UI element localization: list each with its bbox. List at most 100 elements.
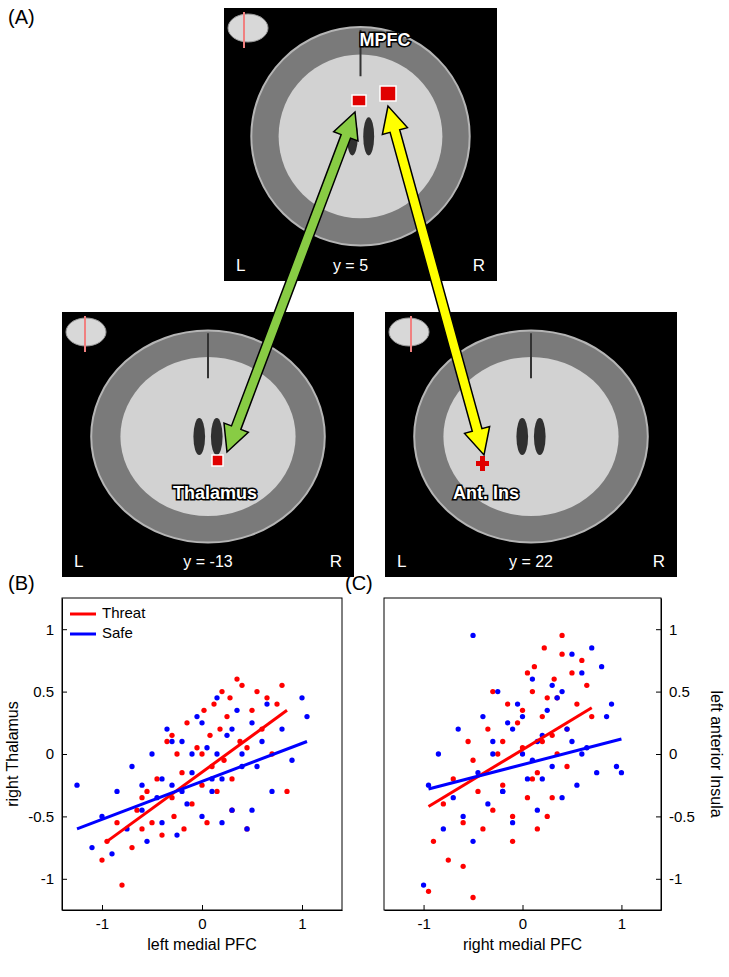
point xyxy=(204,820,209,825)
fit-line xyxy=(429,708,592,807)
point xyxy=(279,726,284,731)
point xyxy=(594,770,599,775)
roi xyxy=(380,86,396,101)
legend-swatch xyxy=(70,613,96,616)
point xyxy=(214,789,219,794)
slice-label: y = -13 xyxy=(183,553,232,570)
point xyxy=(441,826,446,831)
x-axis: -101 xyxy=(385,905,662,932)
panel-label: (B) xyxy=(8,572,35,594)
point xyxy=(239,683,244,688)
figure: (A)LRy = 5LRy = -13LRy = 22MPFCThalamusA… xyxy=(0,0,729,977)
roi xyxy=(212,455,223,466)
brain-icon-slice xyxy=(84,316,86,352)
side-label: L xyxy=(397,552,406,571)
point xyxy=(480,714,485,719)
point xyxy=(139,795,144,800)
point xyxy=(169,783,174,788)
y-tick-mark xyxy=(62,692,67,693)
point xyxy=(584,683,589,688)
side-label: R xyxy=(473,256,485,275)
y-tick-label: 0.5 xyxy=(33,683,54,700)
point xyxy=(219,689,224,694)
point xyxy=(465,739,470,744)
x-tick-mark xyxy=(621,905,622,910)
x-tick-label: 0 xyxy=(198,915,206,932)
slice-label: y = 5 xyxy=(333,257,368,274)
brain-gray-matter xyxy=(91,331,325,543)
point xyxy=(535,826,540,831)
point xyxy=(164,726,169,731)
x-tick-mark xyxy=(424,905,425,910)
plot-frame xyxy=(384,598,661,910)
x-tick: -1 xyxy=(417,905,430,932)
point xyxy=(574,701,579,706)
point xyxy=(199,720,204,725)
y-tick-mark xyxy=(62,816,67,817)
point xyxy=(159,776,164,781)
y-tick-mark xyxy=(656,816,661,817)
point xyxy=(274,701,279,706)
roi-markers xyxy=(212,86,489,471)
point xyxy=(460,814,465,819)
y-tick-label: -1 xyxy=(41,870,54,887)
point xyxy=(485,801,490,806)
fit-line xyxy=(429,739,622,789)
point xyxy=(199,814,204,819)
side-label: L xyxy=(74,552,83,571)
point xyxy=(470,895,475,900)
point xyxy=(249,720,254,725)
point xyxy=(159,832,164,837)
point xyxy=(532,664,537,669)
point xyxy=(579,751,584,756)
panel-label: (A) xyxy=(8,6,35,28)
x-tick-mark xyxy=(302,905,303,910)
plot-frame xyxy=(62,598,342,910)
point xyxy=(224,733,229,738)
y-tick: 0 xyxy=(656,745,677,762)
x-axis-line xyxy=(63,910,343,911)
connection-arrow xyxy=(382,106,489,455)
point xyxy=(500,789,505,794)
y-axis-title: left anterior Insula xyxy=(708,690,725,817)
x-axis-title: right medial PFC xyxy=(463,936,582,953)
point xyxy=(559,633,564,638)
point xyxy=(209,789,214,794)
point xyxy=(550,795,555,800)
y-tick-mark xyxy=(656,754,661,755)
point xyxy=(490,751,495,756)
point xyxy=(456,726,461,731)
y-tick: 0 xyxy=(46,745,67,762)
plot-area xyxy=(74,676,309,887)
y-axis-line xyxy=(661,599,662,911)
point xyxy=(614,764,619,769)
point xyxy=(139,826,144,831)
point xyxy=(564,726,569,731)
x-tick: 0 xyxy=(198,905,206,932)
brain-icon-slice xyxy=(243,12,245,48)
plot-area xyxy=(421,633,624,900)
point xyxy=(229,808,234,813)
x-axis-title: left medial PFC xyxy=(147,936,256,953)
fit-line xyxy=(77,742,307,829)
point xyxy=(554,695,559,700)
brain-slice: LRy = 5 xyxy=(224,8,497,281)
slice-background xyxy=(385,312,677,577)
y-tick-mark xyxy=(62,879,67,880)
midline xyxy=(530,333,532,378)
region-label: MPFC xyxy=(360,30,411,50)
chart: -101-1-0.500.51(B)left medial PFCright T… xyxy=(4,572,342,953)
point xyxy=(229,776,234,781)
point xyxy=(181,826,186,831)
point xyxy=(264,695,269,700)
midline xyxy=(207,333,209,378)
point xyxy=(505,720,510,725)
point xyxy=(149,820,154,825)
point xyxy=(569,739,574,744)
point xyxy=(559,652,564,657)
point xyxy=(436,751,441,756)
brain-icon-slice xyxy=(410,316,412,352)
x-tick: -1 xyxy=(96,905,109,932)
point xyxy=(169,739,174,744)
point xyxy=(254,689,259,694)
